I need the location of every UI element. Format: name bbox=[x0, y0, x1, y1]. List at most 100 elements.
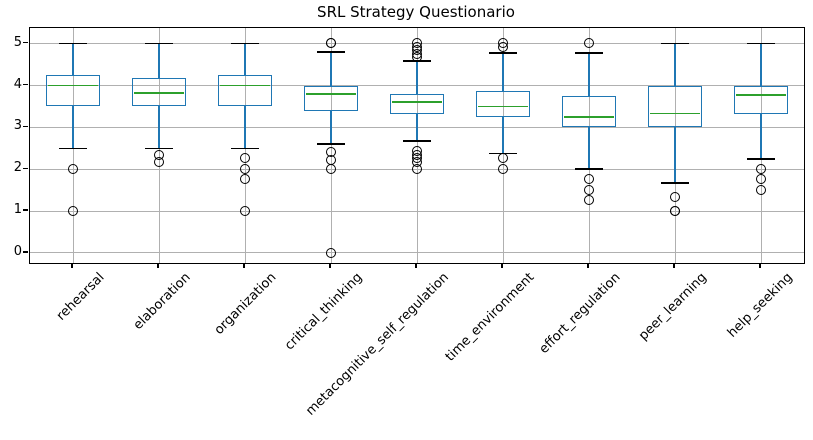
outlier-point bbox=[153, 156, 164, 167]
x-axis-tick-label: metacognitive_self_regulation bbox=[302, 270, 452, 419]
whisker-lower bbox=[588, 127, 590, 170]
whisker-cap-upper bbox=[575, 52, 603, 54]
whisker-cap-lower bbox=[661, 182, 689, 184]
x-tick-mark bbox=[501, 263, 503, 269]
median-line bbox=[391, 101, 443, 104]
box bbox=[648, 85, 702, 128]
x-axis-tick-label: peer_learning bbox=[635, 270, 710, 344]
whisker-upper bbox=[244, 43, 246, 76]
outlier-point bbox=[497, 163, 508, 174]
whisker-lower bbox=[72, 106, 74, 149]
whisker-upper bbox=[158, 43, 160, 79]
x-axis-tick-label: help_seeking bbox=[724, 270, 796, 341]
outlier-point bbox=[411, 163, 422, 174]
x-tick-mark bbox=[587, 263, 589, 269]
box bbox=[734, 85, 788, 115]
whisker-cap-upper bbox=[661, 42, 689, 45]
whisker-cap-upper bbox=[145, 42, 173, 45]
x-axis-tick-label: organization bbox=[211, 270, 280, 338]
x-tick-mark bbox=[71, 263, 73, 269]
median-line bbox=[649, 112, 701, 115]
outlier-point bbox=[583, 195, 594, 206]
whisker-cap-lower bbox=[747, 157, 775, 160]
outlier-point bbox=[325, 38, 336, 49]
x-tick-mark bbox=[329, 263, 331, 269]
outlier-point bbox=[67, 205, 78, 216]
outlier-point bbox=[325, 163, 336, 174]
whisker-upper bbox=[588, 52, 590, 96]
outlier-point bbox=[325, 247, 336, 258]
whisker-cap-upper bbox=[747, 42, 775, 45]
outlier-point bbox=[239, 153, 250, 164]
whisker-upper bbox=[674, 43, 676, 86]
whisker-upper bbox=[502, 52, 504, 91]
outlier-point bbox=[239, 163, 250, 174]
y-axis-tick-label: 3 bbox=[13, 118, 22, 134]
whisker-cap-lower bbox=[145, 147, 173, 150]
x-axis-tick-label: time_environment bbox=[443, 270, 538, 365]
y-axis-tick-label: 4 bbox=[13, 76, 22, 92]
box bbox=[476, 90, 530, 117]
chart-title: SRL Strategy Questionario bbox=[317, 3, 515, 21]
whisker-lower bbox=[330, 110, 332, 145]
whisker-upper bbox=[72, 43, 74, 76]
x-axis-tick-label: elaboration bbox=[130, 270, 194, 333]
whisker-cap-lower bbox=[575, 168, 603, 171]
outlier-point bbox=[583, 38, 594, 49]
x-tick-mark bbox=[243, 263, 245, 269]
outlier-point bbox=[755, 163, 766, 174]
whisker-cap-upper bbox=[489, 52, 517, 54]
y-axis-tick-label: 5 bbox=[13, 34, 22, 50]
x-axis-tick-label: critical_thinking bbox=[282, 270, 366, 354]
whisker-lower bbox=[674, 127, 676, 184]
outlier-point bbox=[583, 184, 594, 195]
x-gridline bbox=[416, 28, 418, 263]
outlier-point bbox=[755, 184, 766, 195]
outlier-point bbox=[239, 205, 250, 216]
box bbox=[46, 75, 100, 107]
median-line bbox=[305, 93, 357, 95]
whisker-lower bbox=[760, 114, 762, 159]
median-line bbox=[219, 84, 271, 87]
y-tick-mark bbox=[23, 251, 28, 253]
outlier-point bbox=[583, 174, 594, 185]
x-tick-mark bbox=[673, 263, 675, 269]
x-gridline bbox=[330, 28, 332, 263]
box bbox=[132, 78, 186, 107]
whisker-cap-upper bbox=[231, 42, 259, 45]
whisker-cap-lower bbox=[59, 147, 87, 150]
whisker-lower bbox=[244, 106, 246, 149]
outlier-point bbox=[669, 205, 680, 216]
y-axis-tick-label: 0 bbox=[13, 243, 22, 259]
whisker-cap-upper bbox=[59, 42, 87, 45]
whisker-cap-lower bbox=[231, 147, 259, 150]
whisker-upper bbox=[760, 43, 762, 86]
median-line bbox=[735, 94, 787, 97]
whisker-upper bbox=[416, 61, 418, 95]
outlier-point bbox=[411, 52, 422, 63]
median-line bbox=[47, 84, 99, 87]
x-tick-mark bbox=[157, 263, 159, 269]
y-axis-tick-label: 1 bbox=[13, 202, 22, 218]
median-line bbox=[133, 91, 185, 94]
outlier-point bbox=[239, 174, 250, 185]
outlier-point bbox=[497, 42, 508, 53]
box bbox=[390, 94, 444, 114]
outlier-point bbox=[755, 174, 766, 185]
x-axis-tick-label: rehearsal bbox=[53, 270, 108, 324]
whisker-cap-lower bbox=[403, 140, 431, 142]
outlier-point bbox=[67, 163, 78, 174]
y-tick-mark bbox=[23, 125, 28, 128]
x-axis-tick-label: effort_regulation bbox=[536, 270, 624, 357]
y-axis-tick-label: 2 bbox=[13, 160, 22, 176]
median-line bbox=[563, 116, 615, 118]
y-tick-mark bbox=[23, 41, 28, 44]
box bbox=[562, 96, 616, 128]
x-tick-mark bbox=[759, 263, 761, 269]
plot-area bbox=[29, 27, 805, 264]
whisker-upper bbox=[330, 52, 332, 86]
y-tick-mark bbox=[23, 167, 28, 169]
x-tick-mark bbox=[415, 263, 417, 269]
whisker-cap-lower bbox=[489, 152, 517, 155]
